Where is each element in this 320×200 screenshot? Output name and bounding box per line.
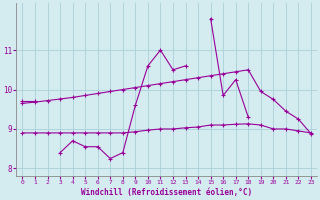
X-axis label: Windchill (Refroidissement éolien,°C): Windchill (Refroidissement éolien,°C) <box>81 188 252 197</box>
